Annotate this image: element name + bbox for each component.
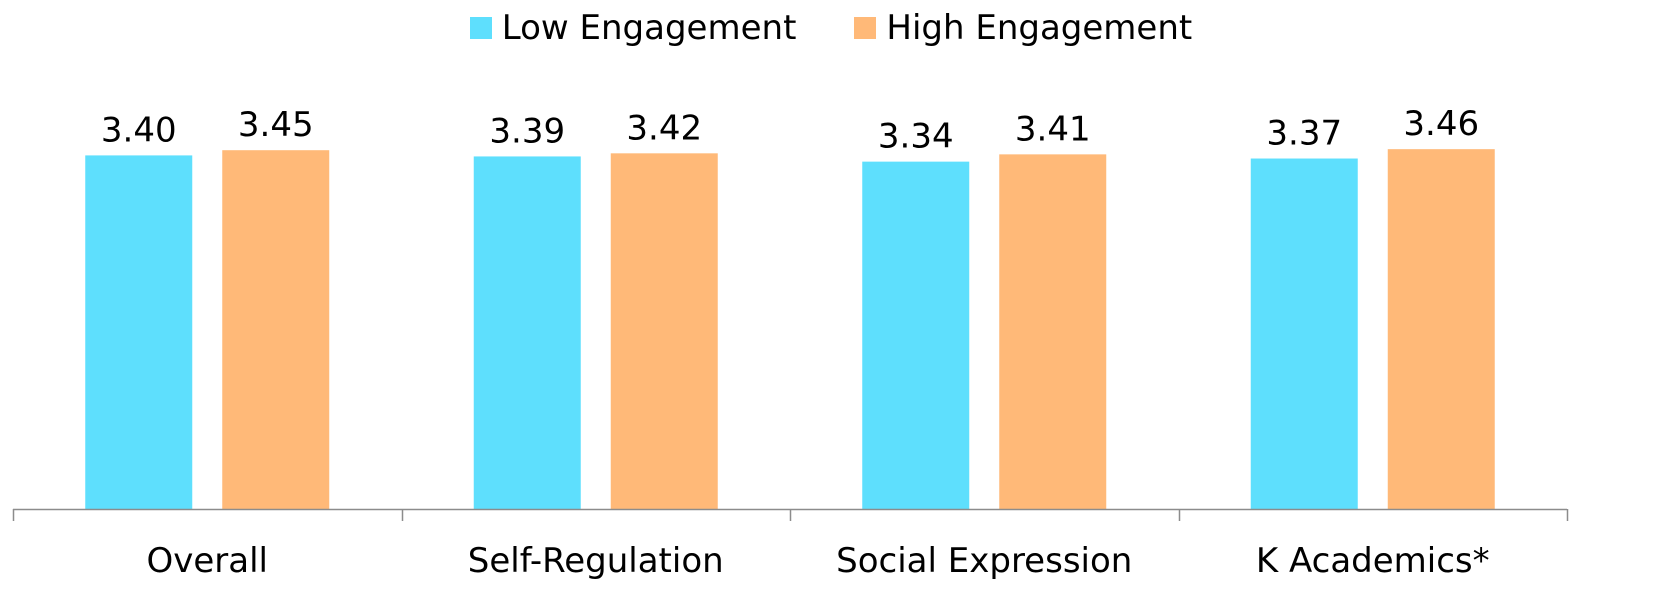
data-label-low-engagement-overall: 3.40 <box>101 110 177 150</box>
data-label-high-engagement-self-regulation: 3.42 <box>626 108 702 148</box>
bar-low-engagement-k-academics <box>1250 158 1358 509</box>
bar-low-engagement-overall <box>85 155 193 509</box>
data-label-low-engagement-self-regulation: 3.39 <box>489 111 565 151</box>
bar-high-engagement-self-regulation <box>610 153 718 509</box>
legend-swatch-high-engagement <box>854 17 877 39</box>
bar-low-engagement-social-expression <box>862 161 970 509</box>
legend-label-low-engagement: Low Engagement <box>501 8 797 48</box>
bar-high-engagement-overall <box>222 150 330 509</box>
legend-item-high-engagement: High Engagement <box>854 6 1192 50</box>
category-label-overall: Overall <box>146 541 268 581</box>
data-label-low-engagement-k-academics: 3.37 <box>1266 114 1342 154</box>
data-label-high-engagement-overall: 3.45 <box>238 105 314 145</box>
legend-label-high-engagement: High Engagement <box>886 8 1193 48</box>
category-label-social-expression: Social Expression <box>836 541 1132 581</box>
data-label-low-engagement-social-expression: 3.34 <box>878 117 954 157</box>
bar-low-engagement-self-regulation <box>473 156 581 509</box>
legend-item-low-engagement: Low Engagement <box>469 6 797 50</box>
legend: Low Engagement High Engagement <box>0 6 1662 50</box>
category-label-k-academics: K Academics* <box>1256 541 1490 581</box>
bar-high-engagement-k-academics <box>1387 149 1495 509</box>
bar-high-engagement-social-expression <box>999 154 1107 510</box>
data-label-high-engagement-social-expression: 3.41 <box>1015 109 1091 149</box>
data-label-high-engagement-k-academics: 3.46 <box>1403 104 1479 144</box>
legend-swatch-low-engagement <box>469 17 492 39</box>
category-label-self-regulation: Self-Regulation <box>468 541 724 581</box>
